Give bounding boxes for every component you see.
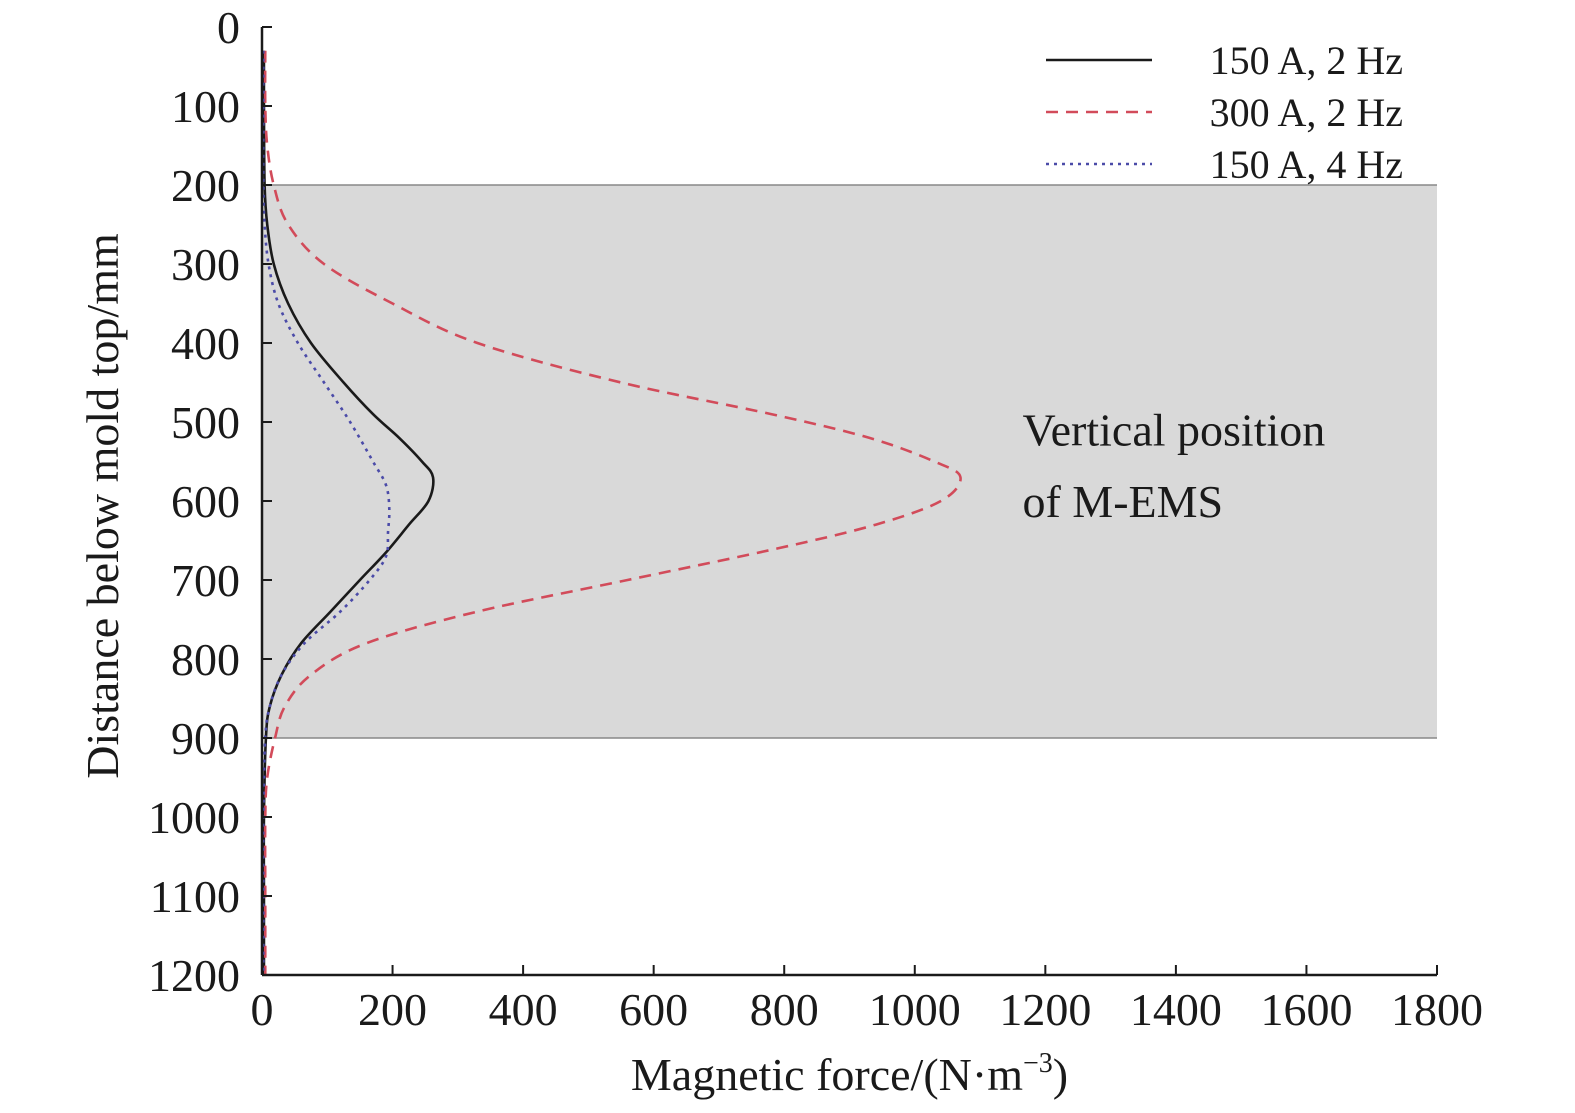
annotation-line-1: Vertical position (1022, 405, 1325, 456)
x-axis-label-superscript: −3 (1023, 1048, 1053, 1079)
x-axis-label-end: ) (1053, 1049, 1068, 1100)
annotation-layer: Vertical position of M-EMS (1022, 405, 1325, 527)
y-tick-label: 100 (171, 81, 240, 132)
x-tick-label: 400 (489, 984, 558, 1035)
mems-shaded-region (262, 185, 1437, 738)
y-tick-label: 900 (171, 713, 240, 764)
y-tick-label: 700 (171, 555, 240, 606)
legend-label-3: 150 A, 4 Hz (1210, 142, 1403, 187)
y-tick-label: 0 (217, 2, 240, 53)
series-layer (261, 50, 962, 975)
series-line-3 (261, 50, 391, 975)
legend-label-1: 150 A, 2 Hz (1210, 38, 1403, 83)
series-line-2 (263, 50, 962, 975)
x-tick-label: 1600 (1260, 984, 1352, 1035)
y-tick-label: 1000 (148, 792, 240, 843)
y-tick-label: 400 (171, 318, 240, 369)
x-tick-label: 600 (619, 984, 688, 1035)
x-tick-label: 1400 (1130, 984, 1222, 1035)
y-tick-label: 500 (171, 397, 240, 448)
x-tick-label: 800 (750, 984, 819, 1035)
x-tick-label: 0 (251, 984, 274, 1035)
y-tick-label: 1100 (150, 871, 240, 922)
y-tick-label: 800 (171, 634, 240, 685)
x-axis-label: Magnetic force/(N·m−3) (631, 1048, 1068, 1100)
x-tick-label: 200 (358, 984, 427, 1035)
y-tick-label: 300 (171, 239, 240, 290)
x-axis-label-main: Magnetic force/(N·m (631, 1049, 1023, 1100)
y-tick-label: 600 (171, 476, 240, 527)
x-tick-label: 1800 (1391, 984, 1483, 1035)
legend: 150 A, 2 Hz 300 A, 2 Hz 150 A, 4 Hz (1046, 38, 1403, 187)
legend-label-2: 300 A, 2 Hz (1210, 90, 1403, 135)
x-tick-label: 1000 (869, 984, 961, 1035)
ticks-layer: 0 200 400 600 800 1000 1200 1400 1600 1800 0 100 200… (148, 2, 1483, 1035)
y-axis-label: Distance below mold top/mm (77, 233, 128, 779)
y-tick-label: 200 (171, 160, 240, 211)
x-tick-label: 1200 (999, 984, 1091, 1035)
shaded-region-layer (262, 184, 1437, 739)
annotation-line-2: of M-EMS (1022, 476, 1223, 527)
y-tick-label: 1200 (148, 950, 240, 1001)
series-line-1 (262, 50, 435, 975)
